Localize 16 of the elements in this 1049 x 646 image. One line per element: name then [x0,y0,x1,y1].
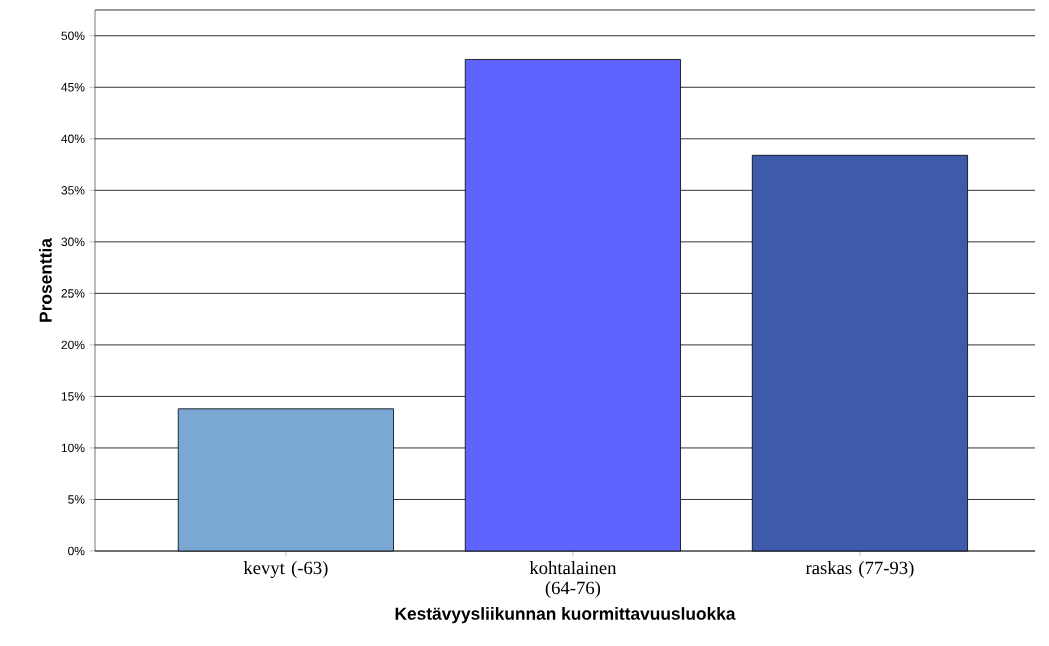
y-tick-label: 0% [68,546,85,556]
x-tick-label: kohtalainen (64-76) [529,561,617,598]
y-tick-label: 30% [61,237,85,247]
y-axis-title: Prosenttia [39,238,52,322]
y-tick-label: 35% [61,186,85,195]
x-tick-label: kevyt (-63) [243,561,328,579]
y-tick-label: 50% [61,31,85,41]
x-tick-label: raskas (77-93) [805,561,914,578]
x-axis-title: Kestävyysliikunnan kuormittavuusluokka [395,607,736,624]
y-tick-label: 15% [61,392,85,401]
y-tick-label: 40% [61,134,85,144]
y-tick-label: 45% [61,83,85,92]
y-tick-label: 20% [61,340,85,350]
y-tick-label: 25% [61,289,85,298]
y-tick-label: 10% [61,443,85,453]
y-tick-label: 5% [68,495,85,504]
